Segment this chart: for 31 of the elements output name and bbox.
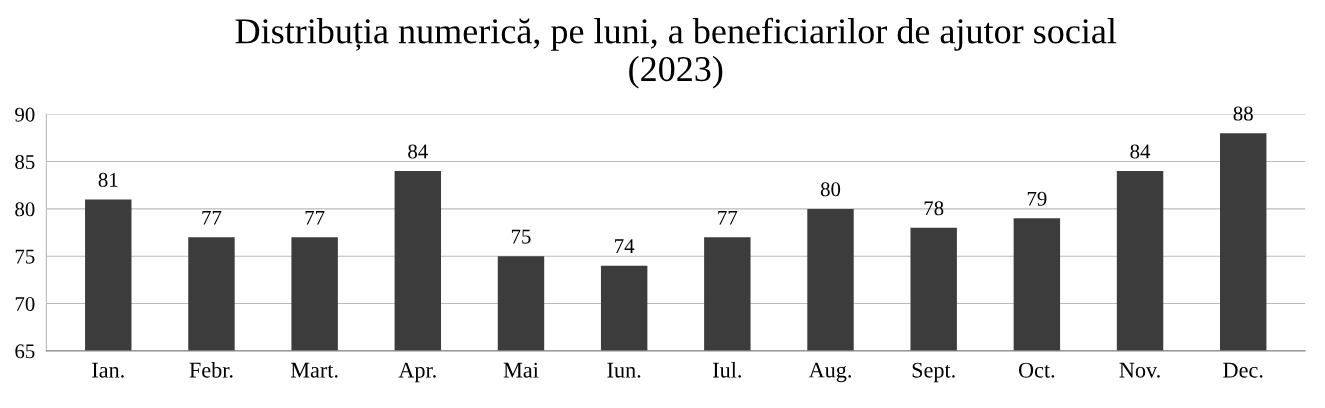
data-label: 81 (98, 172, 118, 187)
data-label: 77 (202, 210, 222, 225)
data-label: 79 (1027, 191, 1047, 206)
data-label: 75 (511, 229, 531, 244)
y-tick-label: 65 (15, 344, 35, 359)
x-tick-label: Mart. (290, 362, 338, 378)
x-tick-label: Aug. (808, 362, 851, 383)
x-tick-label: Febr. (189, 361, 233, 378)
x-tick-label: Nov. (1119, 362, 1160, 378)
data-label: 78 (924, 201, 944, 216)
y-tick-label: 75 (15, 249, 35, 264)
chart-title: Distribuția numerică, pe luni, a beneficiarilor de ajutor social (2023) (235, 17, 1117, 89)
x-tick-label: Oct. (1018, 362, 1055, 378)
data-label: 77 (718, 210, 738, 225)
x-tick-label: Iun. (607, 362, 641, 378)
data-label: 80 (820, 182, 841, 197)
data-label: 84 (408, 144, 428, 159)
data-label: 84 (1130, 144, 1151, 159)
x-tick-label: Ian. (92, 362, 124, 378)
y-tick-label: 80 (15, 202, 35, 217)
y-tick-label: 90 (15, 107, 35, 122)
data-label: 88 (1233, 106, 1253, 121)
x-tick-label: Iul. (713, 361, 741, 378)
x-tick-label: Sept. (912, 362, 955, 383)
x-tick-label: Apr. (398, 362, 436, 383)
y-tick-label: 70 (15, 296, 35, 311)
data-label: 74 (615, 239, 635, 253)
data-label: 77 (305, 210, 325, 225)
y-tick-label: 85 (15, 154, 35, 169)
x-tick-label: Dec. (1223, 362, 1263, 378)
x-tick-label: Mai (503, 362, 539, 378)
